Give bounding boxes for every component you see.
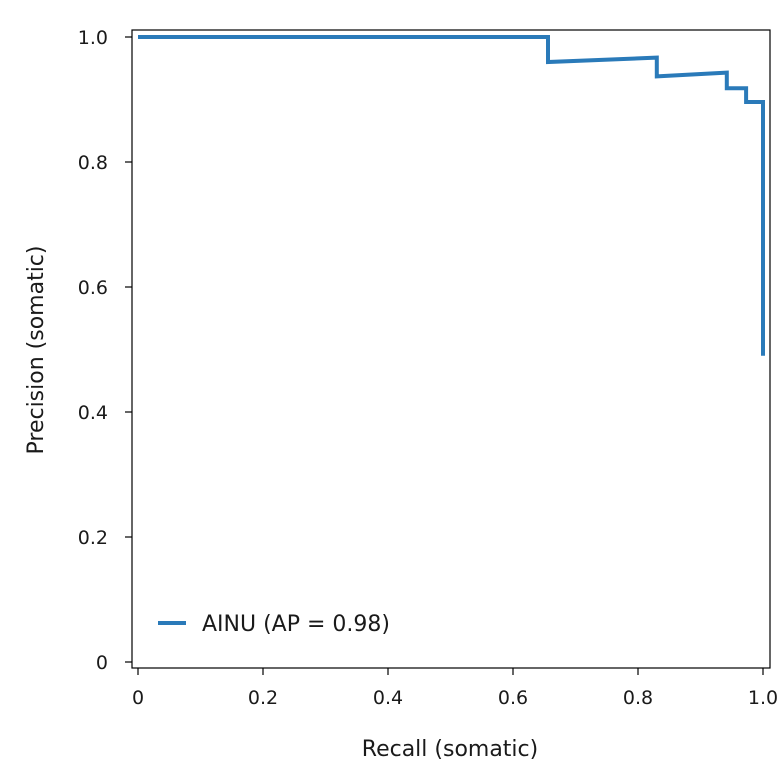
y-tick-label: 0.4: [78, 402, 108, 424]
x-tick-label: 1.0: [748, 687, 778, 709]
x-tick-label: 0.6: [498, 687, 528, 709]
y-tick-label: 0.8: [78, 152, 108, 174]
axes: 0 0.2 0.4 0.6 0.8 1.0 0 0.2 0.4 0.6 0.8 1.0: [78, 27, 778, 709]
x-tick-label: 0.2: [248, 687, 278, 709]
x-tick-label: 0.4: [373, 687, 403, 709]
y-axis-title-group: Precision (somatic): [24, 246, 49, 455]
y-tick-label: 0: [96, 652, 108, 674]
y-tick-label: 0.6: [78, 277, 108, 299]
series-line-ainu: [138, 35, 765, 356]
x-axis-title: Recall (somatic): [362, 737, 538, 762]
y-tick-label: 1.0: [78, 27, 108, 49]
x-tick-label: 0.8: [623, 687, 653, 709]
plot-frame: [131, 29, 771, 669]
legend: AINU (AP = 0.98): [158, 612, 390, 637]
legend-label: AINU (AP = 0.98): [202, 612, 390, 637]
y-tick-label: 0.2: [78, 527, 108, 549]
series-layer: [138, 35, 765, 356]
x-tick-label: 0: [132, 687, 144, 709]
y-axis-title: Precision (somatic): [24, 246, 49, 455]
